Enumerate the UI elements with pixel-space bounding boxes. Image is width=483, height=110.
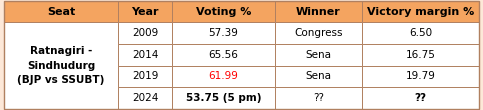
- Bar: [275, 44, 362, 66]
- Bar: [171, 1, 275, 22]
- Bar: [362, 22, 479, 44]
- Text: Sena: Sena: [305, 71, 331, 81]
- Bar: [362, 66, 479, 87]
- Bar: [275, 22, 362, 44]
- Bar: [118, 87, 171, 109]
- Bar: [118, 22, 171, 44]
- Text: 2024: 2024: [132, 93, 158, 103]
- Bar: [275, 1, 362, 22]
- Text: Year: Year: [131, 7, 159, 17]
- Bar: [171, 22, 275, 44]
- Text: 53.75 (5 pm): 53.75 (5 pm): [185, 93, 261, 103]
- Text: ??: ??: [414, 93, 426, 103]
- Bar: [4, 1, 118, 22]
- Bar: [118, 66, 171, 87]
- Text: ??: ??: [313, 93, 324, 103]
- Text: 16.75: 16.75: [406, 50, 435, 60]
- Text: Voting %: Voting %: [196, 7, 251, 17]
- Bar: [275, 66, 362, 87]
- Bar: [275, 87, 362, 109]
- Text: 6.50: 6.50: [409, 28, 432, 38]
- Text: Sena: Sena: [305, 50, 331, 60]
- Text: 65.56: 65.56: [208, 50, 238, 60]
- Text: Ratnagiri -
Sindhudurg
(BJP vs SSUBT): Ratnagiri - Sindhudurg (BJP vs SSUBT): [17, 46, 105, 85]
- Text: 2014: 2014: [132, 50, 158, 60]
- Text: 19.79: 19.79: [406, 71, 435, 81]
- Text: 2019: 2019: [132, 71, 158, 81]
- Bar: [362, 44, 479, 66]
- Bar: [4, 22, 118, 109]
- Text: 61.99: 61.99: [208, 71, 238, 81]
- Text: Congress: Congress: [294, 28, 342, 38]
- Bar: [362, 87, 479, 109]
- Text: Winner: Winner: [296, 7, 341, 17]
- Bar: [171, 66, 275, 87]
- Text: 2009: 2009: [132, 28, 158, 38]
- Text: 57.39: 57.39: [208, 28, 238, 38]
- Bar: [362, 1, 479, 22]
- Text: Seat: Seat: [47, 7, 75, 17]
- Bar: [171, 44, 275, 66]
- Text: Victory margin %: Victory margin %: [367, 7, 474, 17]
- Bar: [171, 87, 275, 109]
- Bar: [118, 1, 171, 22]
- Bar: [118, 44, 171, 66]
